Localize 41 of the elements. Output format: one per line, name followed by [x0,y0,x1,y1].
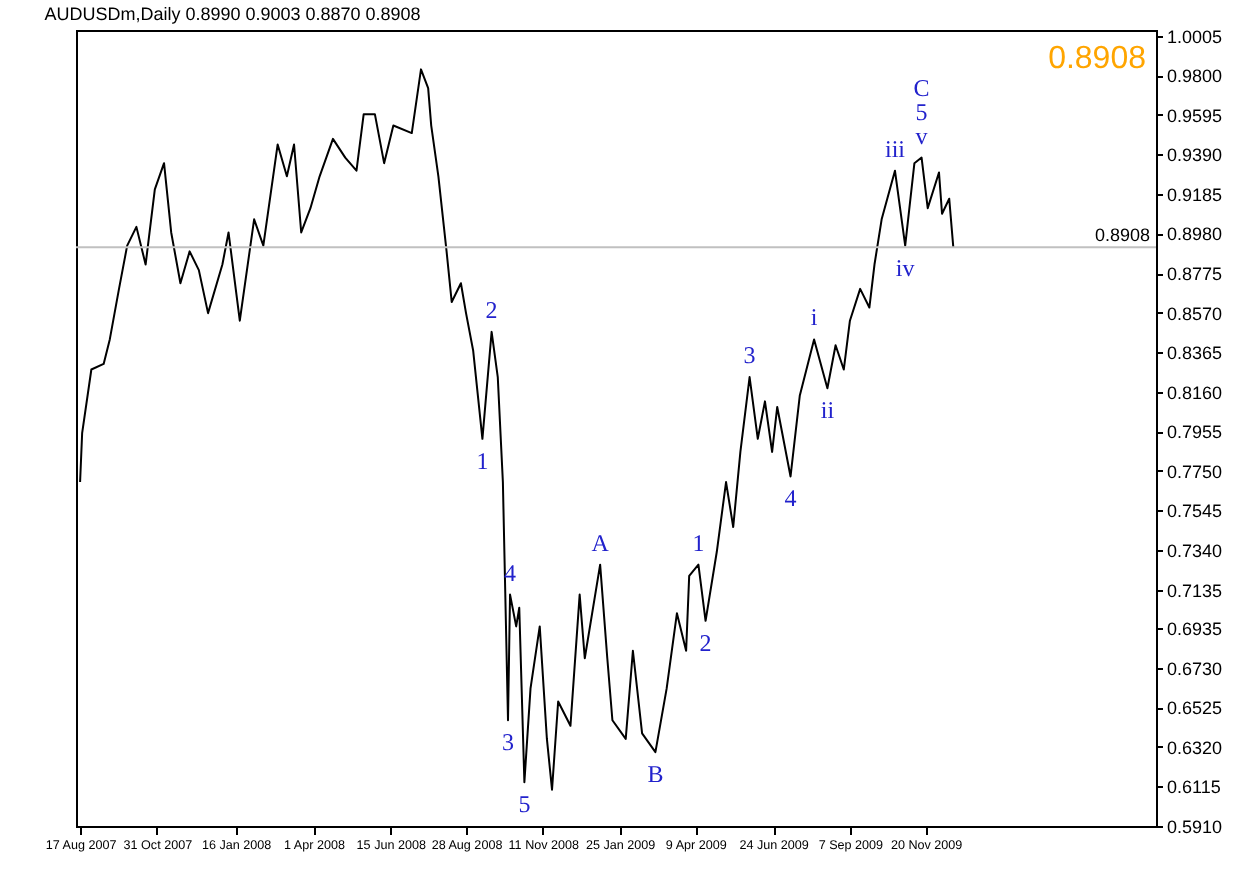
annotation: iv [895,253,915,282]
y-tick-label: 0.6730 [1167,658,1223,679]
y-tick-label: 0.9800 [1167,66,1223,87]
y-tick-label: 0.7135 [1167,580,1223,601]
annotation: 2 [699,628,712,657]
annotation: A [591,528,610,557]
annotation: 0.8908 [1048,42,1147,76]
y-tick-label: 0.6935 [1167,619,1223,640]
y-tick-label: 0.8570 [1167,303,1223,324]
y-tick-label: 0.9185 [1167,184,1223,205]
y-tick-label: 0.9595 [1167,105,1223,126]
y-tick-label: 0.6320 [1167,737,1223,758]
y-tick-label: 0.6115 [1167,777,1221,798]
y-tick-label: 1.0005 [1167,26,1223,47]
annotation: ii [820,396,836,425]
chart-title: AUDUSDm,Daily 0.8990 0.9003 0.8870 0.8908 [44,3,421,24]
annotation: iii [884,134,907,163]
y-tick-label: 0.8365 [1167,343,1223,364]
annotation: 5 [518,790,531,819]
ref-line-label: 0.8908 [1094,225,1150,246]
annotation: C [913,73,930,102]
annotation: 1 [476,446,489,475]
annotation: 3 [502,728,514,757]
y-tick-label: 0.5910 [1167,817,1223,837]
annotation: B [647,760,664,789]
y-tick-label: 0.7750 [1167,461,1223,482]
y-tick-label: 0.6525 [1167,698,1223,719]
y-tick-label: 0.7340 [1167,540,1223,561]
annotation: 2 [485,295,498,324]
y-tick-label: 0.8980 [1167,224,1223,245]
y-tick-label: 0.8160 [1167,382,1223,403]
y-tick-label: 0.7955 [1167,422,1223,443]
annotation: i [810,303,819,332]
y-tick-label: 0.9390 [1167,145,1223,166]
annotation: v [915,121,928,150]
y-tick-label: 0.7545 [1167,501,1223,522]
annotation: 5 [915,97,928,126]
annotation: 4 [784,484,797,513]
annotation: 3 [743,341,756,370]
y-tick-label: 0.8775 [1167,264,1223,285]
annotation: 1 [692,528,705,557]
